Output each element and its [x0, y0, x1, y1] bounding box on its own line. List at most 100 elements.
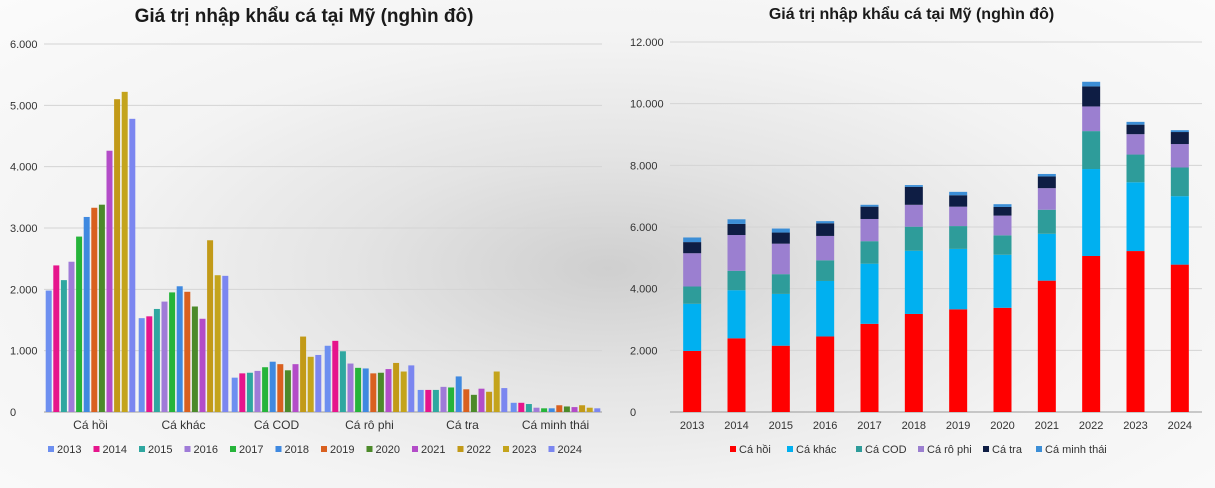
bar	[510, 402, 517, 412]
legend-label: 2017	[239, 444, 263, 456]
bar-segment	[771, 274, 790, 294]
bar	[455, 376, 462, 412]
legend-label: 2018	[285, 444, 309, 456]
x-category-label: 2020	[990, 420, 1014, 432]
x-category-label: 2013	[680, 420, 704, 432]
bar-segment	[1082, 86, 1101, 107]
bar	[440, 386, 447, 412]
bar-segment	[993, 307, 1012, 412]
stacked-bar-chart-panel: Giá trị nhập khẩu cá tại Mỹ (nghìn đô) 0…	[608, 0, 1215, 488]
bar-segment	[860, 323, 879, 412]
y-tick-label: 3.000	[10, 223, 38, 235]
x-category-label: Cá minh thái	[522, 418, 589, 432]
legend-label: 2023	[512, 444, 536, 456]
bar-segment	[1126, 134, 1145, 155]
bar	[548, 408, 555, 412]
bar-segment	[771, 345, 790, 412]
x-category-label: Cá hồi	[73, 418, 108, 432]
bar	[339, 351, 346, 412]
bar	[525, 404, 532, 412]
bar-segment	[1082, 106, 1101, 132]
bar-segment	[816, 223, 835, 236]
legend-swatch	[184, 446, 191, 452]
bar	[594, 408, 601, 412]
bar-segment	[1037, 280, 1056, 412]
legend-swatch	[856, 446, 862, 452]
bar	[332, 340, 339, 412]
y-tick-label: 8.000	[630, 160, 658, 172]
legend-swatch	[730, 446, 736, 452]
legend-label: 2021	[421, 444, 445, 456]
bar	[129, 118, 136, 413]
bar	[486, 391, 493, 412]
bar-segment	[1170, 130, 1189, 133]
bar	[76, 236, 83, 412]
legend-swatch	[412, 446, 418, 452]
bar-segment	[683, 237, 702, 243]
legend-swatch	[918, 446, 924, 452]
bar	[408, 365, 415, 412]
legend-label: 2013	[57, 444, 81, 456]
bar	[563, 406, 570, 412]
legend-swatch	[548, 446, 555, 452]
y-tick-label: 6.000	[630, 222, 658, 234]
bar-segment	[949, 191, 968, 196]
x-category-label: 2021	[1035, 420, 1059, 432]
legend-swatch	[457, 446, 464, 452]
bar-segment	[860, 204, 879, 207]
bar	[98, 204, 105, 412]
bar-segment	[727, 219, 746, 224]
y-tick-label: 6.000	[10, 39, 38, 51]
y-tick-label: 4.000	[630, 284, 658, 296]
bar-segment	[860, 206, 879, 219]
bar-segment	[727, 270, 746, 291]
legend-label: Cá COD	[865, 444, 907, 456]
bar-segment	[1170, 132, 1189, 145]
legend-swatch	[1036, 446, 1042, 452]
legend-swatch	[983, 446, 989, 452]
bar	[114, 99, 121, 412]
bar	[493, 371, 500, 412]
bar-segment	[1126, 124, 1145, 135]
bar	[161, 301, 168, 412]
bar-segment	[949, 226, 968, 249]
bar-segment	[993, 254, 1012, 308]
bar-segment	[1082, 169, 1101, 256]
x-category-label: Cá khác	[161, 418, 205, 432]
bar-segment	[1037, 233, 1056, 281]
bar	[385, 369, 392, 412]
bar-segment	[683, 286, 702, 304]
bar	[292, 364, 299, 412]
legend-swatch	[787, 446, 793, 452]
bar	[60, 280, 67, 412]
legend-swatch	[139, 446, 145, 452]
y-tick-label: 0	[630, 407, 636, 419]
x-category-label: 2019	[946, 420, 970, 432]
bar	[246, 372, 253, 412]
bar	[324, 345, 331, 412]
bar-segment	[1082, 81, 1101, 87]
bar	[307, 356, 314, 412]
bar	[556, 405, 563, 412]
bar	[199, 318, 206, 412]
bar-segment	[683, 242, 702, 254]
x-category-label: 2022	[1079, 420, 1103, 432]
bar	[191, 306, 198, 412]
bar-segment	[1082, 131, 1101, 170]
chart-title: Giá trị nhập khẩu cá tại Mỹ (nghìn đô)	[768, 6, 1055, 23]
bar	[518, 402, 525, 412]
bar-segment	[1037, 176, 1056, 189]
bar	[214, 275, 221, 412]
bar-segment	[1082, 255, 1101, 412]
bar	[571, 407, 578, 412]
grouped-bar-chart-panel: Giá trị nhập khẩu cá tại Mỹ (nghìn đô) 0…	[10, 6, 602, 456]
bar-segment	[904, 186, 923, 205]
bar-segment	[816, 336, 835, 412]
legend-swatch	[230, 446, 236, 452]
x-category-label: 2014	[724, 420, 748, 432]
y-tick-label: 1.000	[10, 346, 38, 358]
bar-segment	[1170, 144, 1189, 168]
bar-segment	[683, 253, 702, 287]
bar	[169, 292, 176, 412]
legend-swatch	[366, 446, 373, 452]
